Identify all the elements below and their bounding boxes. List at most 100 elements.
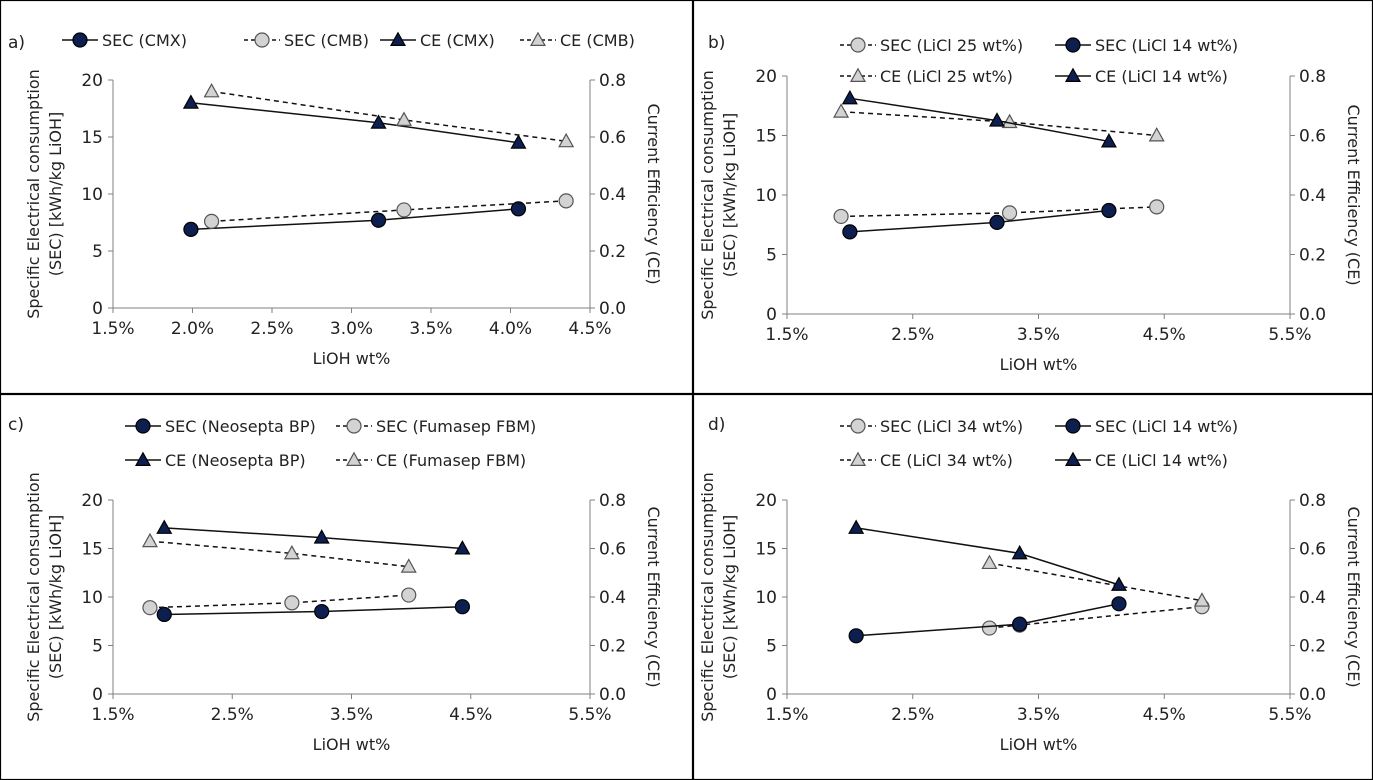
y-tick-label: 0: [92, 299, 103, 319]
legend-label: CE (CMX): [420, 31, 495, 50]
data-point-triangle: [848, 519, 865, 534]
data-point-triangle: [1100, 133, 1117, 148]
panel-label: a): [8, 33, 25, 53]
y-tick-label: 15: [81, 540, 103, 560]
x-tick-label: 3.5%: [330, 705, 373, 725]
y2-tick-label: 0.2: [1299, 637, 1326, 657]
x-tick-label: 4.5%: [568, 319, 611, 339]
panel-label: b): [708, 33, 725, 53]
series-2: [182, 94, 527, 149]
data-point-triangle: [1193, 592, 1210, 607]
series-3: [203, 82, 575, 148]
y-tick-label: 15: [755, 127, 777, 147]
x-axis-label: LiOH wt%: [1000, 735, 1078, 754]
y2-axis-label: Current Efficiency (CE): [644, 506, 663, 687]
x-tick-label: 3.0%: [330, 319, 373, 339]
y2-tick-label: 0.0: [1299, 305, 1326, 325]
legend-item: SEC (LiCl 14 wt%): [1055, 36, 1238, 55]
y-axis-label-line: (SEC) [kWh/kg LiOH]: [720, 515, 739, 680]
legend-swatch-marker: [850, 37, 866, 53]
x-tick-label: 5.5%: [1268, 705, 1311, 725]
legend-item: SEC (CMX): [62, 31, 187, 50]
data-point-triangle: [1011, 544, 1028, 560]
x-tick-label: 3.5%: [409, 319, 452, 339]
data-point-triangle: [313, 529, 330, 544]
y2-axis-label: Current Efficiency (CE): [1344, 506, 1363, 687]
y2-tick-label: 0.8: [1299, 67, 1326, 87]
data-point-circle: [401, 587, 417, 603]
panel-border-0: [0, 0, 694, 395]
data-point-triangle: [1148, 127, 1165, 142]
x-tick-label: 1.5%: [765, 325, 808, 345]
data-point-circle: [142, 600, 158, 616]
legend-swatch-marker: [254, 32, 270, 48]
data-point-circle: [1001, 205, 1018, 221]
y2-tick-label: 0.8: [599, 71, 626, 91]
x-tick-label: 1.5%: [91, 319, 134, 339]
y2-tick-label: 0.8: [1299, 491, 1326, 511]
series-1: [842, 202, 1117, 240]
panel-label: c): [8, 415, 24, 435]
data-point-triangle: [182, 94, 199, 109]
y-axis-label: Specific Electrical consumption (SEC) [kW…: [698, 70, 739, 320]
y2-tick-label: 0.2: [1299, 246, 1326, 266]
y-tick-label: 10: [755, 186, 777, 206]
legend-swatch-marker: [72, 32, 88, 48]
data-point-triangle: [203, 82, 220, 98]
y2-tick-label: 0.6: [599, 128, 626, 148]
data-point-circle: [1101, 202, 1117, 219]
y-tick-label: 15: [81, 128, 103, 148]
data-point-triangle: [981, 554, 998, 570]
legend-item: SEC (Fumasep FBM): [336, 417, 536, 436]
y-tick-label: 0: [766, 305, 777, 325]
y-tick-label: 10: [81, 185, 103, 205]
data-point-circle: [1111, 596, 1127, 612]
data-point-triangle: [370, 114, 387, 129]
legend-label: SEC (LiCl 14 wt%): [1095, 417, 1238, 436]
x-tick-label: 4.0%: [489, 319, 532, 339]
legend-item: SEC (CMB): [244, 31, 369, 50]
series-line: [211, 90, 567, 143]
series-0: [156, 599, 471, 623]
data-point-triangle: [558, 132, 575, 148]
x-tick-label: 3.5%: [1017, 705, 1060, 725]
y-axis-label-line: (SEC) [kWh/kg LiOH]: [720, 113, 739, 278]
x-tick-label: 2.5%: [891, 705, 934, 725]
legend-swatch-marker: [849, 67, 867, 83]
legend-label: CE (Neosepta BP): [165, 451, 306, 470]
series-0: [833, 199, 1165, 225]
x-tick-label: 2.5%: [211, 705, 254, 725]
x-tick-label: 2.0%: [171, 319, 214, 339]
y-tick-label: 20: [755, 491, 777, 511]
data-point-circle: [284, 595, 300, 611]
y-axis-label-line: Specific Electrical consumption: [698, 472, 717, 722]
legend-label: CE (LiCl 14 wt%): [1095, 67, 1228, 86]
legend-swatch-marker: [850, 418, 866, 434]
legend-swatch-marker: [389, 31, 407, 47]
data-point-circle: [558, 193, 574, 209]
legend: SEC (LiCl 34 wt%) SEC (LiCl 14 wt%) CE (Li…: [840, 417, 1238, 470]
legend-label: SEC (Neosepta BP): [165, 417, 316, 436]
legend-swatch-marker: [1065, 418, 1081, 434]
legend-label: CE (CMB): [560, 31, 635, 50]
y-axis-label-line: (SEC) [kWh/kg LiOH]: [46, 515, 65, 680]
series-1: [848, 596, 1127, 644]
y2-tick-label: 0.4: [1299, 186, 1326, 206]
y-tick-label: 20: [81, 491, 103, 511]
y-axis-label-line: Specific Electrical consumption: [24, 69, 43, 319]
legend-label: CE (LiCl 25 wt%): [880, 67, 1013, 86]
legend-swatch-marker: [1065, 37, 1081, 53]
legend-item: CE (LiCl 25 wt%): [840, 67, 1013, 86]
legend-item: CE (LiCl 14 wt%): [1055, 451, 1228, 470]
data-point-triangle: [156, 519, 173, 534]
y2-tick-label: 0.4: [599, 185, 626, 205]
series-2: [833, 103, 1165, 142]
y2-tick-label: 0.0: [599, 685, 626, 705]
series-line: [856, 527, 1120, 586]
series-line: [190, 102, 519, 144]
legend: SEC (LiCl 25 wt%) SEC (LiCl 14 wt%) CE (Li…: [840, 36, 1238, 86]
series-line: [164, 605, 463, 616]
y-tick-label: 5: [766, 246, 777, 266]
y2-tick-label: 0.6: [599, 540, 626, 560]
